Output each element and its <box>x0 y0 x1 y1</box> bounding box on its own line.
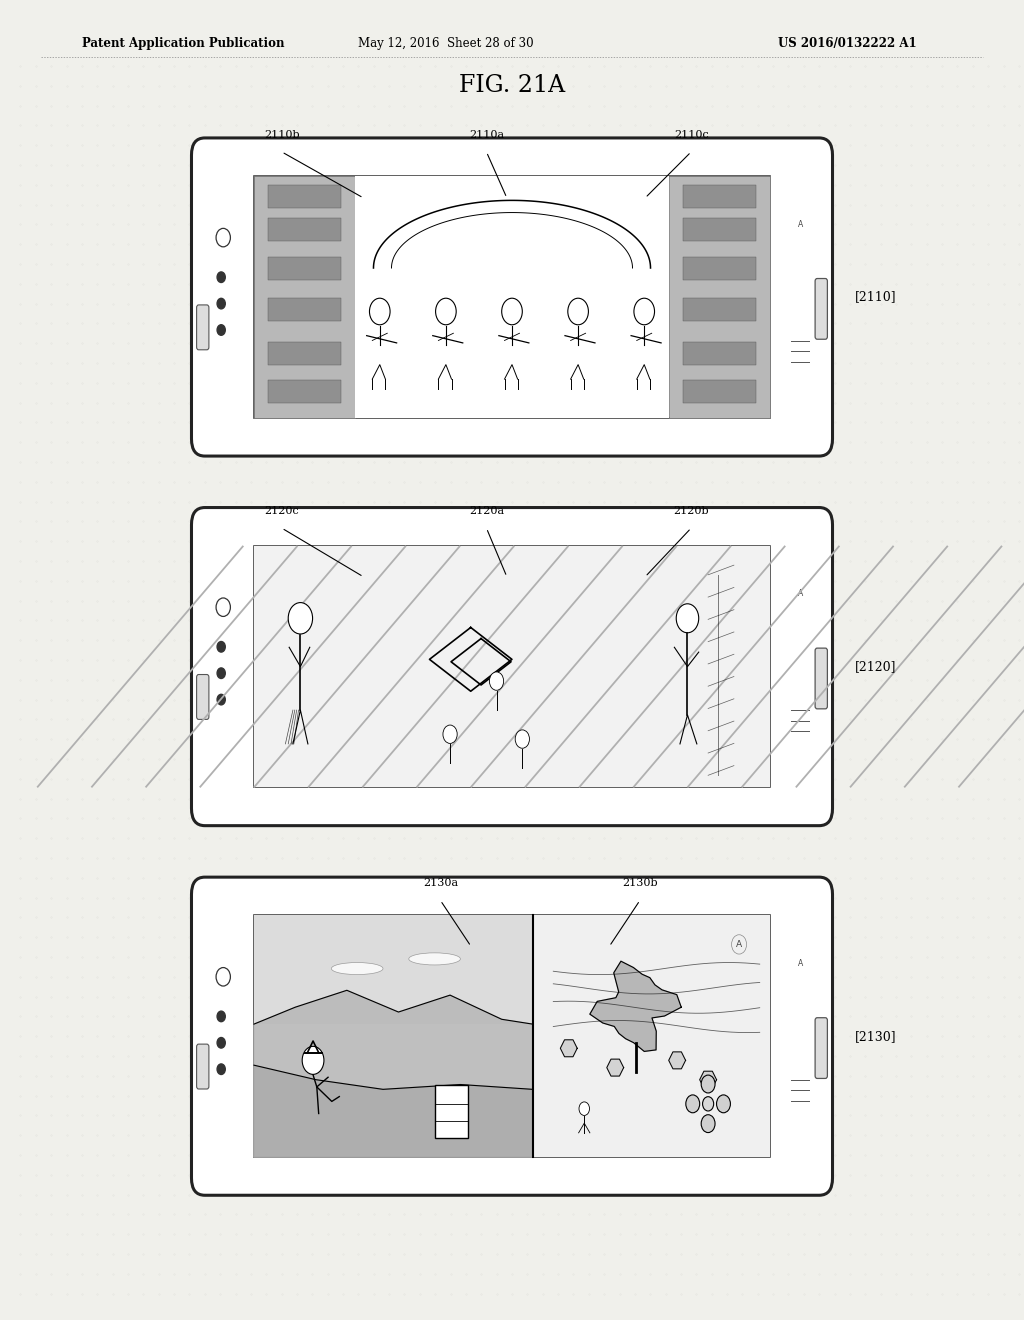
Circle shape <box>686 1094 699 1113</box>
Bar <box>254 176 770 417</box>
Polygon shape <box>560 1040 578 1057</box>
Bar <box>254 546 770 787</box>
Text: 2110b: 2110b <box>264 129 299 140</box>
Circle shape <box>567 298 589 325</box>
Bar <box>254 176 354 417</box>
Bar <box>254 916 770 1156</box>
Bar <box>670 176 770 417</box>
Polygon shape <box>254 1065 532 1156</box>
Bar <box>268 342 341 364</box>
Text: 2110c: 2110c <box>674 129 709 140</box>
Text: US 2016/0132222 A1: US 2016/0132222 A1 <box>778 37 916 50</box>
Text: 2120b: 2120b <box>674 506 709 516</box>
Ellipse shape <box>332 962 383 974</box>
Text: FIG. 21A: FIG. 21A <box>459 74 565 98</box>
Bar <box>268 298 341 321</box>
Text: [2110]: [2110] <box>855 290 897 304</box>
Text: 2120a: 2120a <box>469 506 504 516</box>
Text: A: A <box>798 960 804 968</box>
Bar <box>683 342 756 364</box>
FancyBboxPatch shape <box>191 139 833 457</box>
Circle shape <box>302 1047 324 1074</box>
Circle shape <box>217 642 225 652</box>
Circle shape <box>489 672 504 690</box>
Circle shape <box>217 272 225 282</box>
Circle shape <box>634 298 654 325</box>
FancyBboxPatch shape <box>815 1018 827 1078</box>
Circle shape <box>288 603 312 634</box>
Circle shape <box>701 1074 715 1093</box>
Text: [2130]: [2130] <box>855 1030 897 1043</box>
Bar <box>268 185 341 207</box>
Polygon shape <box>590 961 681 1052</box>
Bar <box>532 916 770 1156</box>
Bar <box>268 380 341 404</box>
Polygon shape <box>669 1052 686 1069</box>
Polygon shape <box>254 990 532 1156</box>
Circle shape <box>435 298 457 325</box>
Text: 2130a: 2130a <box>423 878 458 888</box>
Text: 2130b: 2130b <box>623 878 657 888</box>
Ellipse shape <box>409 953 461 965</box>
Bar <box>268 257 341 280</box>
Circle shape <box>217 1064 225 1074</box>
Circle shape <box>217 668 225 678</box>
Circle shape <box>676 603 698 632</box>
Bar <box>683 257 756 280</box>
FancyBboxPatch shape <box>191 508 833 826</box>
Bar <box>683 219 756 242</box>
Circle shape <box>443 725 457 743</box>
FancyBboxPatch shape <box>815 648 827 709</box>
Text: May 12, 2016  Sheet 28 of 30: May 12, 2016 Sheet 28 of 30 <box>357 37 534 50</box>
Circle shape <box>217 1038 225 1048</box>
FancyBboxPatch shape <box>197 1044 209 1089</box>
Bar <box>354 176 670 417</box>
Text: A: A <box>736 940 742 949</box>
Circle shape <box>702 1097 714 1111</box>
Circle shape <box>515 730 529 748</box>
Bar <box>683 185 756 207</box>
Circle shape <box>502 298 522 325</box>
Bar <box>254 916 532 1156</box>
Bar <box>683 298 756 321</box>
Text: 2110a: 2110a <box>469 129 504 140</box>
FancyBboxPatch shape <box>815 279 827 339</box>
FancyBboxPatch shape <box>197 675 209 719</box>
Text: A: A <box>798 220 804 228</box>
Circle shape <box>370 298 390 325</box>
Bar <box>683 380 756 404</box>
Circle shape <box>701 1114 715 1133</box>
Polygon shape <box>699 1072 717 1088</box>
Circle shape <box>217 694 225 705</box>
Text: [2120]: [2120] <box>855 660 897 673</box>
Bar <box>268 219 341 242</box>
Circle shape <box>579 1102 590 1115</box>
Polygon shape <box>607 1059 624 1076</box>
Bar <box>254 916 532 1024</box>
Circle shape <box>217 298 225 309</box>
Circle shape <box>217 1011 225 1022</box>
Text: Patent Application Publication: Patent Application Publication <box>82 37 285 50</box>
Circle shape <box>217 325 225 335</box>
Text: A: A <box>798 590 804 598</box>
FancyBboxPatch shape <box>197 305 209 350</box>
Bar <box>254 546 770 787</box>
Bar <box>434 1085 468 1138</box>
FancyBboxPatch shape <box>191 876 833 1196</box>
Circle shape <box>717 1094 730 1113</box>
Text: 2120c: 2120c <box>264 506 299 516</box>
